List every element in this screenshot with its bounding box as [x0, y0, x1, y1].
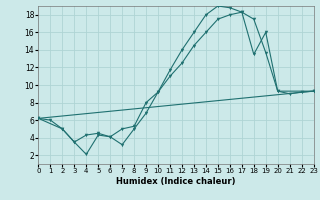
X-axis label: Humidex (Indice chaleur): Humidex (Indice chaleur)	[116, 177, 236, 186]
